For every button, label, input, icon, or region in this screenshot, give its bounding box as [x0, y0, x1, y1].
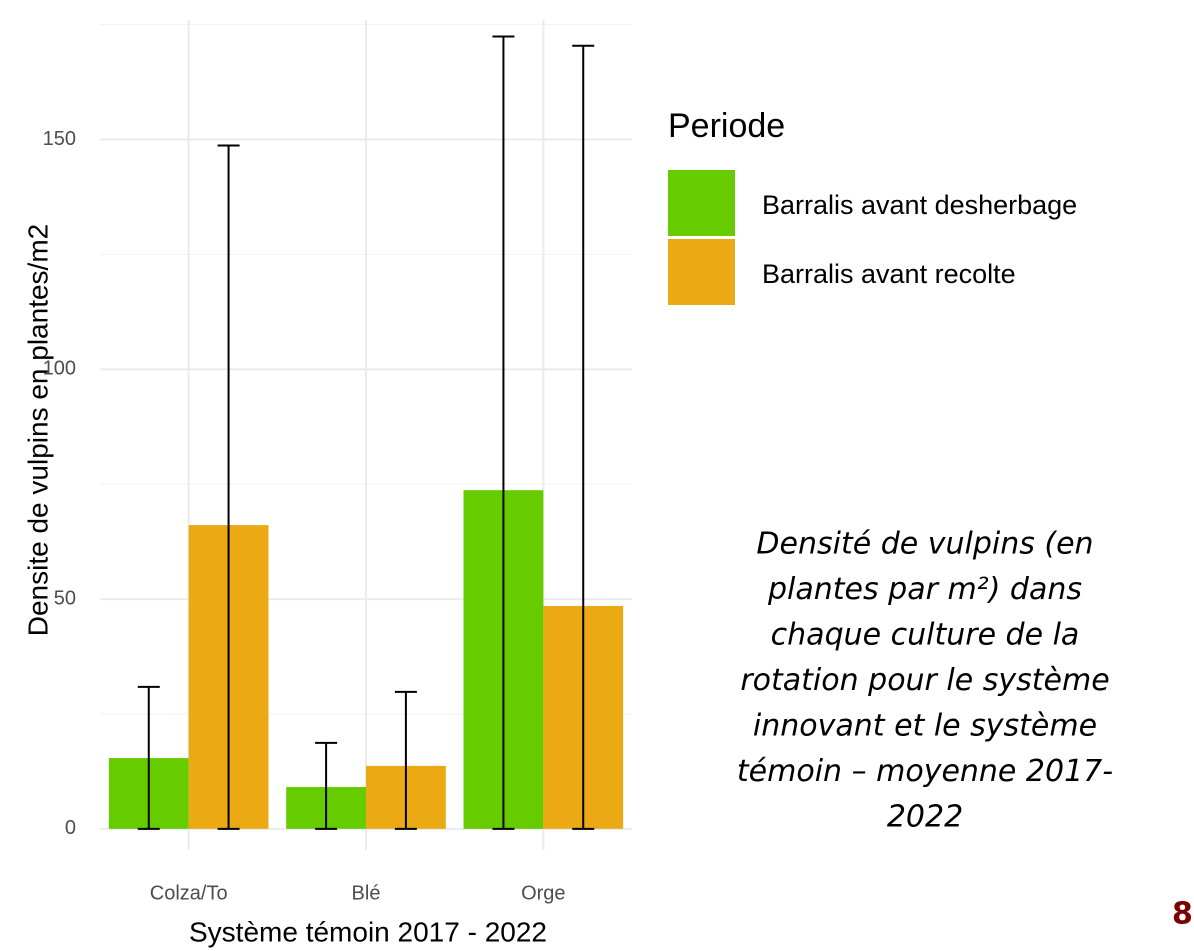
- caption-line: 2022: [887, 800, 963, 835]
- legend-swatch: [668, 170, 735, 236]
- y-tick-label: 0: [65, 817, 76, 839]
- caption-line: témoin – moyenne 2017-: [737, 754, 1113, 789]
- y-tick-label: 100: [43, 358, 76, 380]
- x-tick-label: Orge: [521, 882, 565, 904]
- caption-line: rotation pour le système: [740, 663, 1109, 698]
- page-number: 8: [1172, 897, 1193, 932]
- y-tick-label: 50: [54, 587, 76, 609]
- x-tick-label: Colza/To: [150, 882, 228, 904]
- caption-line: innovant et le système: [753, 709, 1097, 744]
- caption-line: plantes par m²) dans: [767, 572, 1082, 607]
- y-axis-label: Densite de vulpins en plantes/m2: [22, 224, 53, 636]
- legend-label: Barralis avant recolte: [762, 259, 1016, 289]
- x-axis-label: Système témoin 2017 - 2022: [189, 916, 547, 947]
- legend-swatch: [668, 239, 735, 305]
- legend-label: Barralis avant desherbage: [762, 190, 1077, 220]
- caption-line: chaque culture de la: [771, 618, 1080, 653]
- x-tick-label: Blé: [352, 882, 381, 904]
- y-tick-label: 150: [43, 128, 76, 150]
- caption-line: Densité de vulpins (en: [756, 527, 1093, 562]
- legend-title: Periode: [668, 107, 785, 145]
